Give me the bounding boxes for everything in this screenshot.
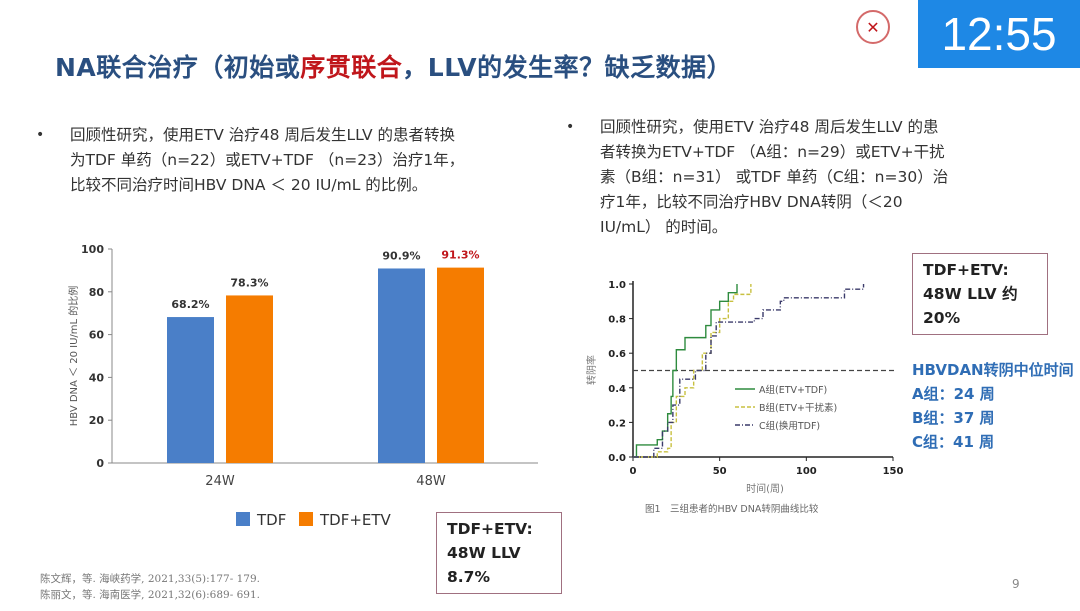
y-tick-label: 80 — [89, 286, 105, 299]
y-tick-label: 1.0 — [608, 280, 626, 291]
data-label: 78.3% — [230, 276, 268, 289]
text-line: 者转换为ETV+TDF （A组：n=29）或ETV+干扰 — [600, 143, 945, 161]
note-line: TDF+ETV: — [923, 261, 1009, 279]
y-tick-label: 0 — [96, 457, 104, 470]
y-tick-label: 0.2 — [608, 418, 626, 429]
institution-logo: ✕ — [856, 10, 890, 44]
reference: 陈文辉，等. 海峡药学, 2021,33(5):177- 179. — [40, 573, 260, 585]
legend-label: A组(ETV+TDF) — [759, 384, 827, 396]
text-line: 疗1年，比较不同治疗HBV DNA转阴（＜20 — [600, 193, 903, 211]
y-tick-label: 0.0 — [608, 453, 626, 464]
left-bullet-text: 回顾性研究，使用ETV 治疗48 周后发生LLV 的患者转换 为TDF 单药（n… — [70, 123, 464, 198]
median-times: HBVDAN转阴中位时间 A组：24 周 B组：37 周 C组：41 周 — [912, 358, 1074, 454]
y-tick-label: 60 — [89, 329, 105, 342]
y-axis-label: 转阴率 — [585, 355, 598, 385]
title-highlight: 序贯联合 — [300, 53, 403, 82]
km-curve — [633, 284, 752, 458]
bar-tdf — [167, 317, 214, 463]
text-line: IU/mL） 的时间。 — [600, 218, 728, 236]
text-line: 回顾性研究，使用ETV 治疗48 周后发生LLV 的患者转换 — [70, 126, 456, 144]
y-tick-label: 100 — [81, 243, 104, 256]
left-note-box: TDF+ETV: 48W LLV 8.7% — [436, 512, 562, 594]
km-curve — [633, 284, 738, 458]
median-b: B组：37 周 — [912, 409, 995, 427]
note-line: 48W LLV 8.7% — [447, 544, 521, 586]
clock-timer: 12:55 — [918, 0, 1080, 68]
y-tick-label: 0.4 — [608, 384, 626, 395]
page-number: 9 — [1012, 577, 1020, 591]
bullet-icon: • — [36, 127, 45, 143]
title-text: NA联合治疗（初始或 — [55, 53, 301, 82]
bar-tdf — [378, 268, 425, 463]
bullet-icon: • — [566, 119, 575, 135]
median-a: A组：24 周 — [912, 385, 995, 403]
figure-caption: 图1 三组患者的HBV DNA转阴曲线比较 — [645, 503, 819, 515]
data-label: 90.9% — [382, 249, 420, 262]
median-c: C组：41 周 — [912, 433, 995, 451]
title-text-end: ，LLV的发生率？缺乏数据） — [402, 53, 733, 82]
median-title: HBVDAN转阴中位时间 — [912, 361, 1074, 379]
text-line: 素（B组：n=31） 或TDF 单药（C组：n=30）治 — [600, 168, 949, 186]
x-tick-label: 0 — [630, 466, 637, 477]
km-chart: 0.0 0.2 0.4 0.6 0.8 1.0 0 50 100 150 A组(ETV+TDF) B组… — [585, 280, 904, 515]
legend-label: B组(ETV+干扰素) — [759, 402, 837, 414]
bar-tdf-etv — [226, 295, 273, 463]
text-line: 回顾性研究，使用ETV 治疗48 周后发生LLV 的患 — [600, 118, 939, 136]
x-tick-label: 48W — [416, 474, 446, 489]
reference: 陈丽文，等. 海南医学, 2021,32(6):689- 691. — [40, 589, 260, 601]
references: 陈文辉，等. 海峡药学, 2021,33(5):177- 179. 陈丽文，等.… — [40, 571, 260, 603]
note-line: 48W LLV 约20% — [923, 285, 1018, 327]
right-bullet-text: 回顾性研究，使用ETV 治疗48 周后发生LLV 的患 者转换为ETV+TDF … — [600, 115, 948, 240]
y-tick-label: 0.6 — [608, 349, 626, 360]
data-label: 68.2% — [171, 298, 209, 311]
y-tick-label: 40 — [89, 371, 105, 384]
text-line: 为TDF 单药（n=22）或ETV+TDF （n=23）治疗1年， — [70, 151, 465, 169]
right-note-box: TDF+ETV: 48W LLV 约20% — [912, 253, 1048, 335]
legend-label: TDF — [256, 511, 286, 529]
bar-tdf-etv — [437, 267, 484, 463]
y-tick-label: 0.8 — [608, 315, 626, 326]
x-axis-label: 时间(周) — [746, 482, 784, 495]
text-line: 比较不同治疗时间HBV DNA ＜ 20 IU/mL 的比例。 — [70, 176, 428, 194]
legend-swatch — [236, 512, 250, 526]
data-label: 91.3% — [441, 249, 479, 262]
note-line: TDF+ETV: — [447, 520, 533, 538]
x-tick-label: 100 — [796, 466, 817, 477]
legend-label: C组(换用TDF) — [759, 420, 820, 432]
bar-chart: 0 20 40 60 80 100 68.2% 78.3% 24W 90.9% 91.3% 48W HB… — [67, 243, 538, 529]
legend-swatch — [299, 512, 313, 526]
x-tick-label: 24W — [205, 474, 235, 489]
legend-label: TDF+ETV — [319, 511, 392, 529]
x-tick-label: 150 — [883, 466, 904, 477]
km-curve — [633, 284, 865, 458]
y-axis-label: HBV DNA ＜ 20 IU/mL 的比例 — [67, 286, 80, 427]
x-tick-label: 50 — [713, 466, 727, 477]
y-tick-label: 20 — [89, 414, 105, 427]
slide-title: NA联合治疗（初始或序贯联合，LLV的发生率？缺乏数据） — [55, 48, 732, 84]
